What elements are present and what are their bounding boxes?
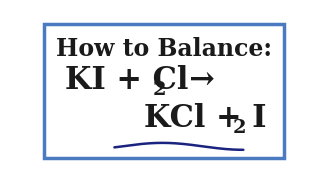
Text: How to Balance:: How to Balance: [56, 37, 272, 61]
Text: 2: 2 [153, 81, 166, 99]
FancyBboxPatch shape [44, 24, 284, 158]
Text: →: → [168, 65, 214, 96]
Text: KI + Cl: KI + Cl [65, 65, 188, 96]
Text: 2: 2 [232, 119, 246, 137]
Text: KCl + I: KCl + I [144, 103, 267, 134]
